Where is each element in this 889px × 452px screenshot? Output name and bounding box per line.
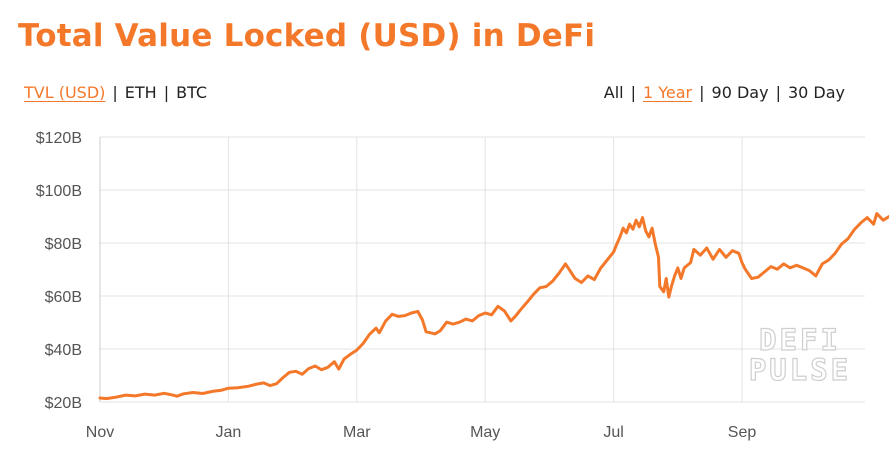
range-tabs: All | 1 Year | 90 Day | 30 Day: [604, 83, 845, 102]
y-tick-label: $40B: [45, 342, 82, 359]
y-tick-label: $80B: [45, 236, 82, 253]
y-tick-label: $60B: [45, 289, 82, 306]
x-tick-label: Mar: [343, 424, 371, 441]
watermark-line-1: DEFI: [758, 323, 841, 357]
x-tick-label: Sep: [728, 424, 757, 441]
y-tick-label: $100B: [36, 183, 82, 200]
tab-range-30-day[interactable]: 30 Day: [787, 83, 845, 102]
tab-separator: |: [775, 83, 781, 102]
metric-tabs: TVL (USD) | ETH | BTC: [24, 83, 207, 102]
tab-range-1-year[interactable]: 1 Year: [642, 83, 693, 102]
y-tick-label: $20B: [45, 395, 82, 412]
x-tick-label: Nov: [86, 424, 114, 441]
tvl-series-line: [98, 212, 889, 401]
watermark-line-2: PULSE: [748, 353, 852, 387]
defi-pulse-watermark: DEFI PULSE: [748, 323, 852, 387]
tab-separator: |: [630, 83, 636, 102]
x-tick-label: Jan: [216, 424, 242, 441]
tab-separator: |: [112, 83, 118, 102]
tab-btc[interactable]: BTC: [176, 83, 208, 102]
x-tick-label: Jul: [603, 424, 623, 441]
x-tick-label: May: [470, 424, 500, 441]
tab-tvl-usd[interactable]: TVL (USD): [24, 83, 106, 102]
tab-separator: |: [163, 83, 170, 102]
y-tick-label: $120B: [36, 130, 82, 147]
page-title: Total Value Locked (USD) in DeFi: [18, 18, 596, 54]
tab-separator: |: [699, 83, 705, 102]
tab-eth[interactable]: ETH: [124, 83, 157, 102]
tab-range-90-day[interactable]: 90 Day: [711, 83, 769, 102]
tab-range-all[interactable]: All: [603, 83, 624, 102]
